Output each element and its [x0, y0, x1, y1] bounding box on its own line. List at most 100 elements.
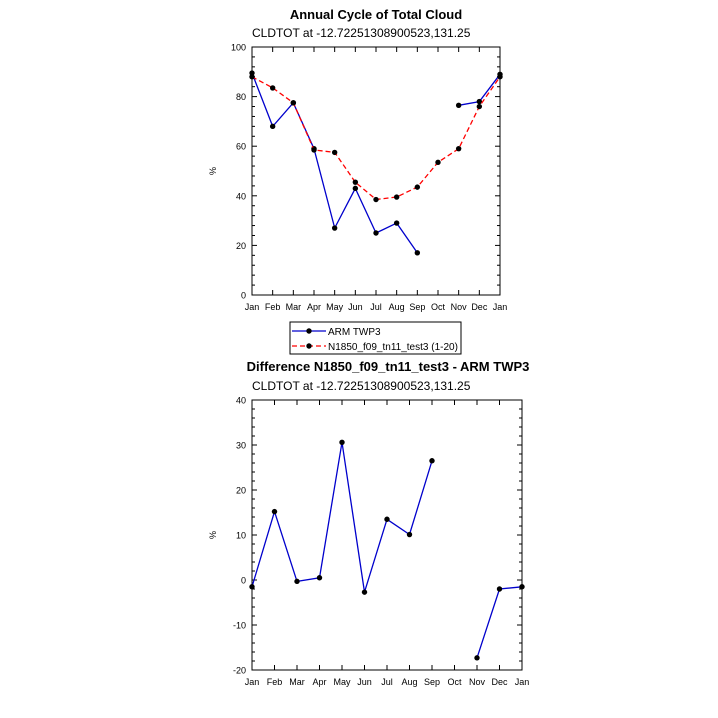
data-point-difference	[271, 508, 278, 515]
chart1-title: Annual Cycle of Total Cloud	[290, 7, 462, 22]
legend-box	[289, 321, 462, 355]
x-tick-label: Nov	[469, 677, 486, 687]
data-point-n1850-f09-tn11-test3-1-20	[497, 74, 503, 80]
data-point-difference	[496, 586, 503, 592]
data-point-arm-twp3	[249, 70, 255, 76]
data-point-arm-twp3	[393, 220, 400, 226]
data-point-n1850-f09-tn11-test3-1-20	[414, 184, 421, 190]
data-point-n1850-f09-tn11-test3-1-20	[311, 147, 317, 153]
data-point-n1850-f09-tn11-test3-1-20	[269, 85, 276, 91]
x-tick-label: Dec	[491, 677, 508, 687]
legend-marker-arm	[306, 328, 312, 334]
legend-label-model: N1850_f09_tn11_test3 (1-20)	[328, 342, 458, 353]
chart-difference: Difference N1850_f09_tn11_test3 - ARM TW…	[208, 359, 529, 687]
x-tick-label: Dec	[471, 302, 488, 312]
data-point-n1850-f09-tn11-test3-1-20	[331, 149, 338, 156]
x-tick-label: Sep	[424, 677, 440, 687]
data-point-difference	[316, 575, 323, 581]
chart1-x-tick-labels: Jan Feb Mar Apr May Jun Jul Aug Sep Oct Nov Dec Jan	[245, 302, 508, 312]
y-tick-label: 10	[236, 531, 246, 541]
data-point-arm-twp3	[455, 102, 462, 108]
x-tick-label: Mar	[286, 302, 302, 312]
data-point-arm-twp3	[352, 185, 359, 192]
x-tick-label: Apr	[312, 677, 326, 687]
data-point-arm-twp3	[269, 123, 276, 130]
x-tick-label: May	[333, 677, 351, 687]
x-tick-label: Jan	[493, 302, 508, 312]
x-tick-label: Jan	[245, 677, 260, 687]
x-tick-label: Jul	[370, 302, 382, 312]
data-point-n1850-f09-tn11-test3-1-20	[455, 145, 462, 152]
x-tick-label: Aug	[401, 677, 417, 687]
chart1-y-tick-labels: 0 20 40 60 80 100	[231, 43, 246, 301]
y-tick-label: 60	[236, 142, 246, 152]
x-tick-label: May	[326, 302, 344, 312]
series-line-difference	[251, 442, 433, 593]
x-tick-label: Jun	[348, 302, 363, 312]
data-point-arm-twp3	[331, 225, 338, 231]
data-point-difference	[429, 458, 435, 464]
chart1-subtitle: CLDTOT at -12.72251308900523,131.25	[252, 26, 471, 40]
data-point-difference	[339, 439, 345, 445]
chart2-x-tick-labels: Jan Feb Mar Apr May Jun Jul Aug Sep Oct Nov Dec Jan	[245, 677, 530, 687]
x-tick-label: Jun	[357, 677, 372, 687]
chart2-y-tick-labels: -20 -10 0 10 20 30 40	[233, 396, 246, 676]
data-point-arm-twp3	[373, 230, 379, 236]
chart1-y-axis-label: %	[208, 167, 218, 175]
chart2-plot-frame	[251, 399, 523, 671]
x-tick-label: Jan	[515, 677, 530, 687]
chart2-y-axis-label: %	[208, 531, 218, 539]
x-tick-label: Sep	[409, 302, 425, 312]
series-line-difference	[476, 586, 523, 659]
y-tick-label: -10	[233, 621, 246, 631]
data-point-n1850-f09-tn11-test3-1-20	[249, 74, 255, 80]
x-tick-label: Apr	[307, 302, 321, 312]
chart2-title: Difference N1850_f09_tn11_test3 - ARM TW…	[247, 359, 530, 374]
legend-marker-model	[306, 343, 312, 349]
y-tick-label: 30	[236, 441, 246, 451]
chart2-subtitle: CLDTOT at -12.72251308900523,131.25	[252, 379, 471, 393]
y-tick-label: -20	[233, 666, 246, 676]
x-tick-label: Mar	[289, 677, 305, 687]
chart-annual-cycle: Annual Cycle of Total Cloud CLDTOT at -1…	[208, 7, 507, 312]
data-point-n1850-f09-tn11-test3-1-20	[476, 103, 483, 110]
chart1-plot-frame	[251, 46, 501, 296]
y-tick-label: 40	[236, 191, 246, 201]
data-point-n1850-f09-tn11-test3-1-20	[393, 194, 400, 200]
y-tick-label: 80	[236, 92, 246, 102]
data-point-arm-twp3	[414, 250, 421, 256]
y-tick-label: 20	[236, 486, 246, 496]
legend-label-arm: ARM TWP3	[328, 327, 381, 338]
data-point-arm-twp3	[476, 98, 483, 105]
data-point-difference	[249, 584, 255, 590]
chart1-ticks	[251, 46, 501, 296]
chart2-series	[249, 439, 525, 661]
x-tick-label: Nov	[451, 302, 468, 312]
series-line-n1850-f09-tn11-test3-1-20	[251, 76, 501, 201]
data-point-n1850-f09-tn11-test3-1-20	[373, 196, 379, 203]
x-tick-label: Oct	[431, 302, 446, 312]
x-tick-label: Aug	[389, 302, 405, 312]
y-tick-label: 100	[231, 43, 246, 53]
data-point-difference	[361, 589, 368, 595]
legend: ARM TWP3 N1850_f09_tn11_test3 (1-20)	[289, 321, 462, 355]
x-tick-label: Oct	[447, 677, 462, 687]
data-point-difference	[406, 531, 413, 538]
data-point-difference	[294, 578, 300, 585]
x-tick-label: Jul	[381, 677, 393, 687]
data-point-difference	[384, 516, 390, 522]
data-point-n1850-f09-tn11-test3-1-20	[290, 100, 297, 106]
y-tick-label: 0	[241, 291, 246, 301]
data-point-difference	[474, 655, 480, 661]
data-point-n1850-f09-tn11-test3-1-20	[435, 159, 441, 166]
chart1-series	[249, 70, 503, 256]
data-point-difference	[519, 584, 525, 590]
y-tick-label: 20	[236, 241, 246, 251]
y-tick-label: 0	[241, 576, 246, 586]
x-tick-label: Feb	[265, 302, 281, 312]
x-tick-label: Jan	[245, 302, 260, 312]
x-tick-label: Feb	[267, 677, 283, 687]
chart2-ticks	[251, 399, 523, 671]
y-tick-label: 40	[236, 396, 246, 406]
